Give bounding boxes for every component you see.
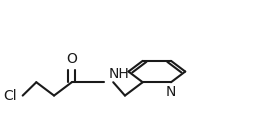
Text: O: O <box>66 52 77 66</box>
Text: NH: NH <box>109 67 129 81</box>
Text: Cl: Cl <box>4 89 17 103</box>
Text: N: N <box>166 85 176 99</box>
